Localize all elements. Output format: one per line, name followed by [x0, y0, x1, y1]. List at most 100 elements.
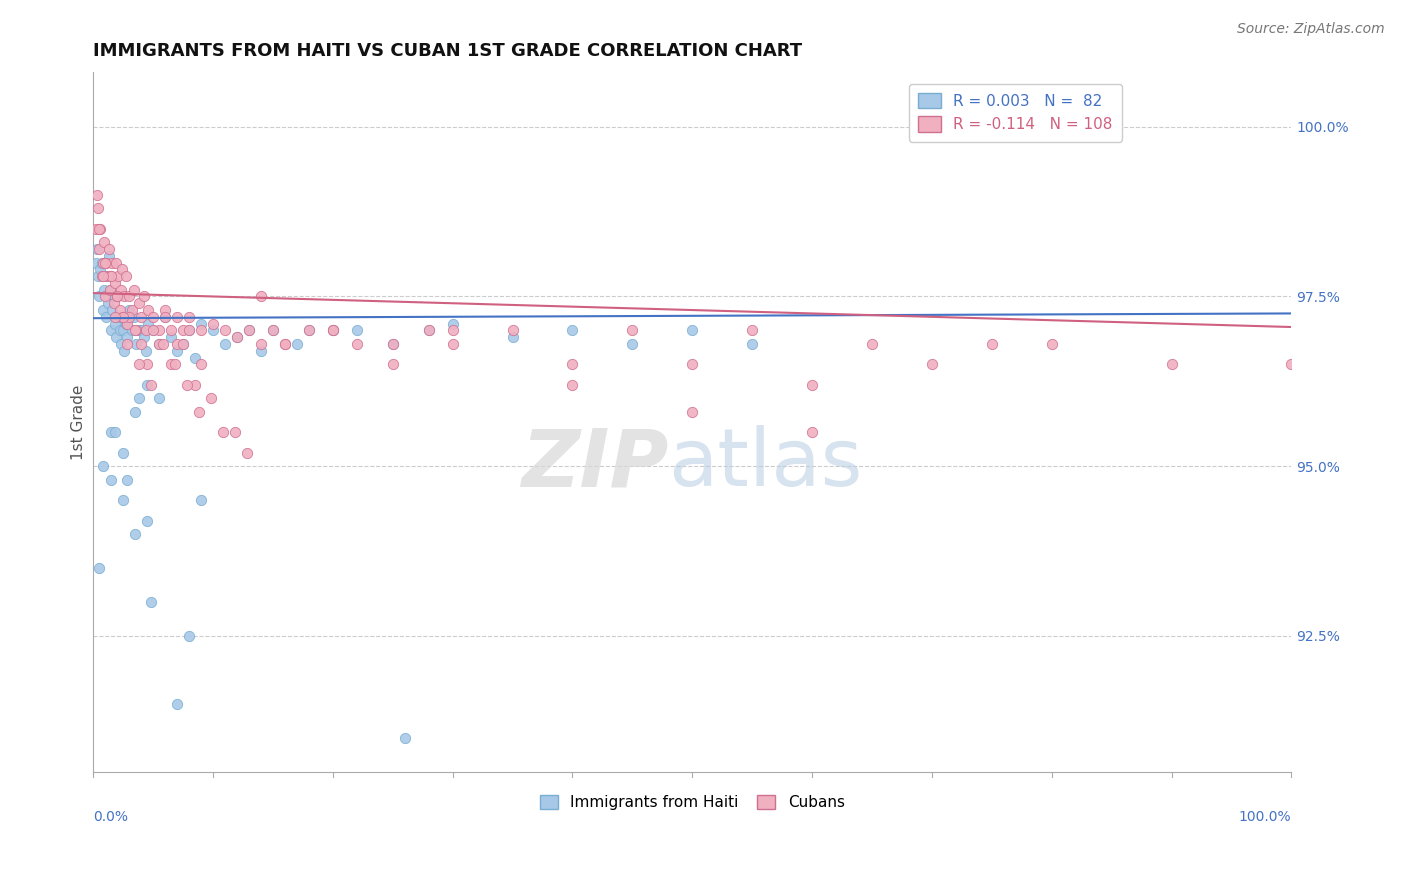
Point: [110, 283, 132, 297]
Point: [681, 323, 703, 337]
Point: [129, 323, 152, 337]
Point: [160, 357, 183, 371]
Point: [135, 343, 157, 358]
Point: [184, 351, 207, 365]
Point: [114, 269, 136, 284]
Point: [100, 425, 122, 440]
Point: [111, 310, 134, 324]
Point: [177, 323, 200, 337]
Point: [166, 343, 188, 358]
Point: [91, 269, 114, 284]
Point: [153, 310, 176, 324]
Point: [681, 405, 703, 419]
Point: [122, 283, 145, 297]
Point: [125, 337, 148, 351]
Point: [136, 317, 159, 331]
Point: [108, 303, 131, 318]
Point: [184, 377, 207, 392]
Point: [262, 323, 284, 337]
Point: [136, 303, 159, 318]
Point: [1160, 357, 1182, 371]
Point: [97, 269, 120, 284]
Point: [104, 276, 127, 290]
Point: [104, 425, 127, 440]
Point: [346, 323, 368, 337]
Point: [100, 269, 122, 284]
Point: [801, 377, 824, 392]
Point: [132, 289, 155, 303]
Point: [250, 289, 273, 303]
Point: [91, 459, 114, 474]
Point: [128, 323, 150, 337]
Point: [97, 296, 120, 310]
Point: [118, 310, 141, 324]
Point: [381, 337, 404, 351]
Point: [129, 337, 152, 351]
Point: [250, 337, 273, 351]
Point: [90, 255, 112, 269]
Point: [129, 310, 152, 324]
Text: Source: ZipAtlas.com: Source: ZipAtlas.com: [1237, 22, 1385, 37]
Point: [187, 405, 209, 419]
Point: [104, 317, 127, 331]
Point: [112, 289, 135, 303]
Point: [121, 303, 143, 318]
Point: [89, 221, 111, 235]
Point: [262, 323, 284, 337]
Point: [860, 337, 883, 351]
Point: [100, 269, 122, 284]
Point: [93, 283, 115, 297]
Point: [190, 317, 212, 331]
Point: [214, 323, 236, 337]
Point: [86, 187, 108, 202]
Point: [298, 323, 321, 337]
Point: [441, 337, 464, 351]
Point: [105, 289, 128, 303]
Legend: Immigrants from Haiti, Cubans: Immigrants from Haiti, Cubans: [534, 789, 851, 816]
Point: [112, 493, 135, 508]
Point: [621, 337, 644, 351]
Point: [166, 697, 188, 711]
Point: [250, 343, 273, 358]
Point: [139, 377, 162, 392]
Point: [100, 473, 122, 487]
Point: [90, 269, 112, 284]
Point: [125, 323, 148, 337]
Point: [136, 357, 159, 371]
Point: [502, 330, 524, 344]
Point: [274, 337, 297, 351]
Point: [89, 262, 111, 277]
Text: ZIP: ZIP: [520, 425, 668, 503]
Point: [148, 337, 170, 351]
Point: [118, 303, 141, 318]
Point: [285, 337, 308, 351]
Point: [101, 303, 124, 318]
Point: [86, 242, 108, 256]
Point: [153, 310, 176, 324]
Point: [322, 323, 344, 337]
Point: [226, 330, 249, 344]
Point: [160, 323, 183, 337]
Point: [502, 323, 524, 337]
Point: [84, 255, 107, 269]
Point: [346, 337, 368, 351]
Point: [1040, 337, 1063, 351]
Point: [190, 493, 212, 508]
Point: [89, 289, 111, 303]
Point: [132, 330, 155, 344]
Point: [166, 337, 188, 351]
Point: [298, 323, 321, 337]
Point: [89, 561, 111, 575]
Point: [381, 357, 404, 371]
Point: [441, 317, 464, 331]
Point: [121, 323, 143, 337]
Point: [98, 283, 121, 297]
Point: [114, 317, 136, 331]
Point: [122, 310, 145, 324]
Point: [142, 323, 165, 337]
Point: [94, 289, 117, 303]
Point: [112, 310, 135, 324]
Point: [177, 310, 200, 324]
Point: [177, 323, 200, 337]
Point: [100, 323, 122, 337]
